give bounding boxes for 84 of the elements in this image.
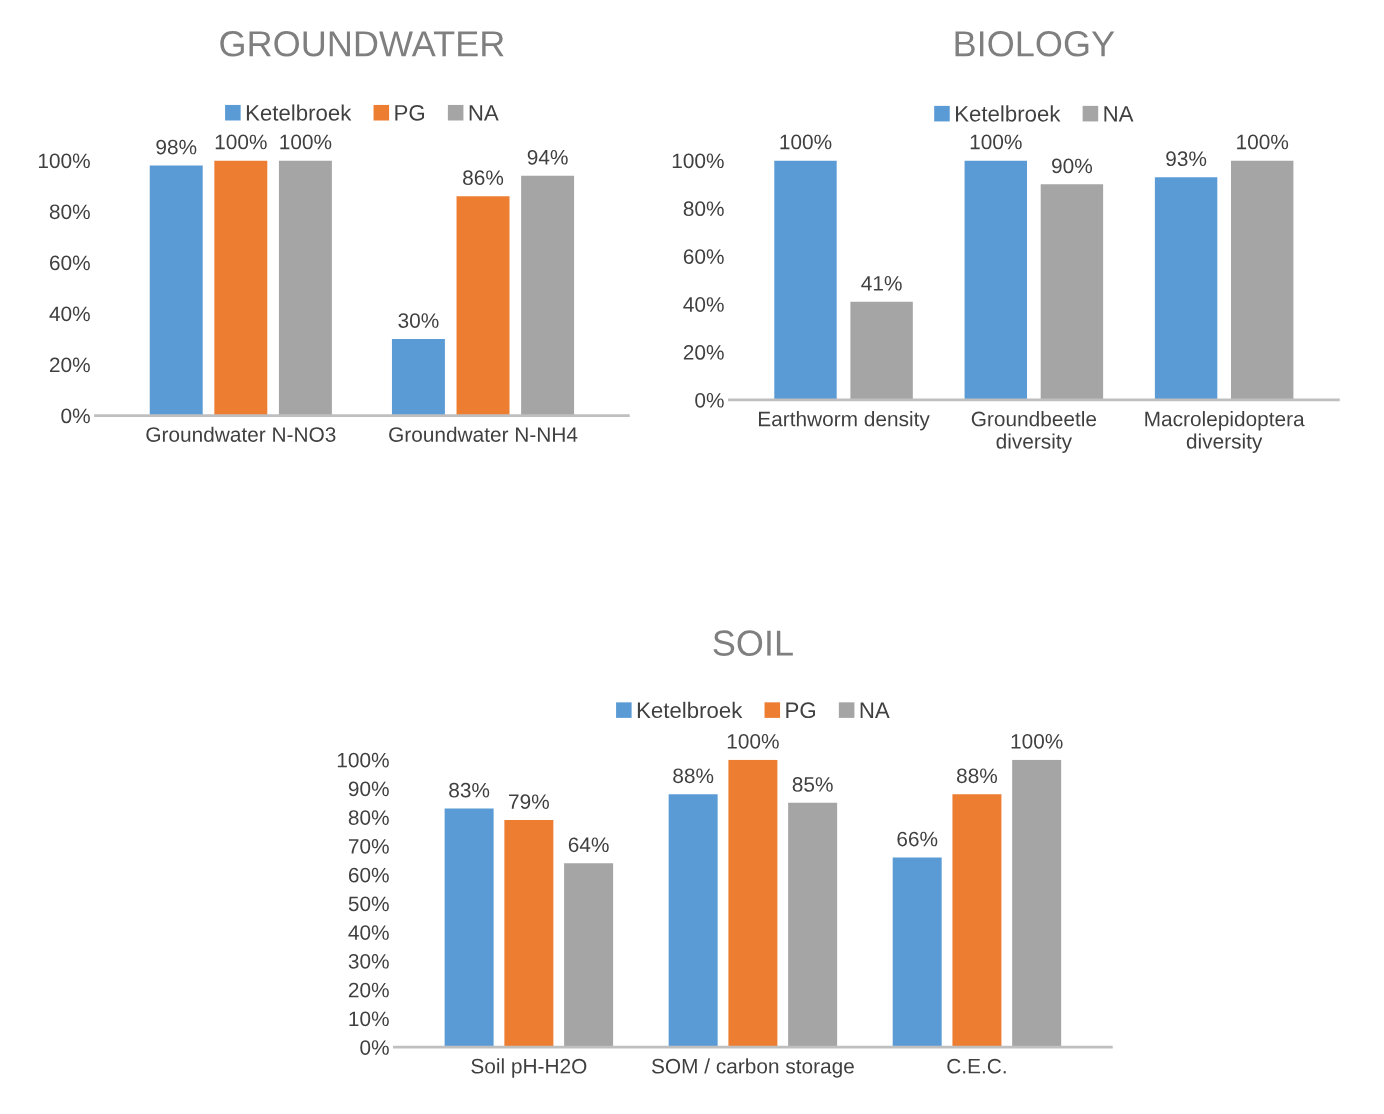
y-tick-label: 100%	[337, 752, 389, 768]
y-tick-label: 80%	[683, 201, 724, 217]
y-tick-label: 20%	[49, 357, 90, 373]
bar	[850, 301, 913, 400]
data-label: 88%	[956, 768, 998, 784]
y-tick-label: 90%	[348, 781, 389, 797]
data-label: 100%	[727, 733, 779, 749]
data-label: 85%	[792, 777, 833, 792]
bar	[149, 165, 203, 416]
bar	[504, 820, 554, 1048]
chart-title: SOIL	[713, 630, 793, 656]
bar	[668, 794, 718, 1048]
bar	[456, 196, 510, 416]
data-label: 100%	[780, 134, 832, 150]
bar	[214, 160, 268, 416]
data-label: 79%	[509, 794, 549, 810]
legend-label: NA	[860, 702, 890, 718]
data-label: 30%	[398, 313, 439, 328]
bar	[391, 338, 445, 416]
legend-label: PG	[786, 702, 815, 719]
data-label: 64%	[568, 837, 609, 853]
y-tick-label: 0%	[360, 1040, 389, 1055]
legend-label: NA	[1104, 106, 1134, 122]
y-tick-label: 20%	[348, 982, 389, 998]
data-label: 88%	[673, 768, 714, 784]
x-tick-label: Groundwater N-NH4	[389, 426, 578, 442]
bar	[964, 160, 1027, 400]
y-tick-label: 100%	[672, 153, 724, 169]
data-label: 41%	[861, 276, 902, 291]
data-label: 94%	[527, 149, 568, 165]
x-tick-label: SOM / carbon storage	[651, 1058, 854, 1078]
chart-title: GROUNDWATER	[220, 31, 504, 57]
x-tick-label: Groundwater N-NO3	[146, 426, 336, 442]
x-tick-label: Soil pH-H2O	[471, 1058, 587, 1078]
bar	[892, 857, 942, 1048]
legend-label: PG	[395, 104, 424, 121]
data-label: 100%	[215, 134, 267, 150]
y-tick-label: 80%	[49, 204, 90, 220]
data-label: 83%	[449, 782, 490, 798]
y-tick-label: 0%	[61, 408, 90, 424]
y-tick-label: 40%	[348, 925, 389, 940]
data-label: 100%	[280, 134, 332, 150]
legend-label: Ketelbroek	[246, 104, 352, 121]
bar	[564, 863, 614, 1048]
legend-label: NA	[469, 105, 499, 121]
y-tick-label: 100%	[38, 153, 90, 169]
y-tick-label: 70%	[348, 838, 389, 854]
bar	[1012, 759, 1062, 1048]
data-label: 90%	[1052, 158, 1093, 174]
data-label: 100%	[970, 134, 1022, 150]
y-tick-label: 0%	[695, 392, 724, 408]
bar	[1040, 184, 1104, 400]
x-tick-label: Groundbeetle diversity	[971, 411, 1097, 453]
bar	[788, 802, 838, 1048]
data-label: 100%	[1011, 733, 1063, 749]
data-label: 93%	[1166, 151, 1207, 167]
y-tick-label: 60%	[50, 255, 90, 271]
x-tick-label: Earthworm density	[759, 411, 930, 431]
y-tick-label: 30%	[348, 953, 389, 969]
y-tick-label: 50%	[348, 896, 389, 912]
x-tick-label: Macrolepidoptera diversity	[1145, 411, 1305, 453]
bar	[774, 160, 837, 400]
y-tick-label: 10%	[349, 1011, 389, 1027]
y-tick-label: 40%	[49, 306, 90, 322]
data-label: 86%	[463, 170, 504, 186]
chart-title: BIOLOGY	[955, 31, 1115, 57]
bar	[521, 175, 575, 416]
bar	[278, 160, 332, 416]
y-tick-label: 60%	[683, 249, 724, 264]
data-label: 100%	[1237, 134, 1289, 150]
bar	[728, 759, 778, 1048]
y-tick-label: 40%	[683, 297, 724, 312]
data-label: 66%	[897, 831, 938, 847]
bar	[1154, 177, 1218, 400]
y-tick-label: 60%	[348, 867, 389, 883]
y-tick-label: 80%	[348, 810, 389, 825]
bar	[444, 808, 494, 1048]
legend-label: Ketelbroek	[956, 105, 1061, 122]
data-label: 98%	[156, 139, 197, 155]
legend-label: Ketelbroek	[637, 701, 743, 719]
bar	[1231, 160, 1294, 400]
y-tick-label: 20%	[683, 345, 724, 360]
x-tick-label: C.E.C.	[947, 1058, 1006, 1074]
bar	[952, 794, 1002, 1048]
